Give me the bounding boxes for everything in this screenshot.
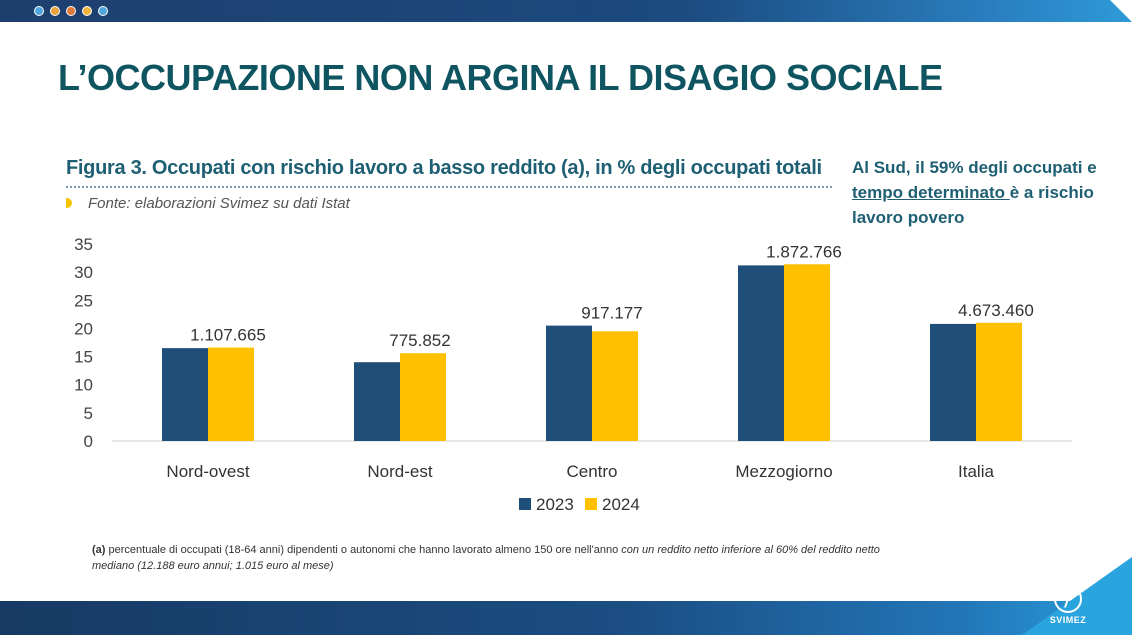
y-tick-label: 10 <box>74 376 93 395</box>
footnote-marker: (a) <box>92 544 106 556</box>
data-label: 917.177 <box>581 304 642 323</box>
dot-icon <box>66 6 76 16</box>
bar-2023-nord-est <box>354 362 400 441</box>
y-tick-label: 0 <box>84 432 93 451</box>
footnote: (a) percentuale di occupati (18-64 anni)… <box>92 542 912 574</box>
bar-2023-mezzogiorno <box>738 265 784 441</box>
bottom-bar <box>0 601 1132 635</box>
x-tick-label: Nord-ovest <box>166 462 249 481</box>
top-bar <box>0 0 1132 22</box>
bar-2023-italia <box>930 323 976 441</box>
svimez-logo: SVIMEZ <box>1040 585 1096 625</box>
figure-title: Figura 3. Occupati con rischio lavoro a … <box>66 157 822 179</box>
callout-text: Al Sud, il 59% degli occupati e tempo de… <box>852 155 1102 230</box>
callout-part2: è a rischio lavoro povero <box>852 183 1094 227</box>
callout-underlined: tempo determinato <box>852 183 1010 202</box>
data-label: 1.872.766 <box>766 242 842 261</box>
figure-source: Fonte: elaborazioni Svimez su dati Istat <box>88 195 350 212</box>
dot-icon <box>50 6 60 16</box>
source-marker-icon <box>66 198 72 208</box>
data-label: 4.673.460 <box>958 301 1034 320</box>
title-divider <box>66 186 832 188</box>
window-dots <box>34 6 108 16</box>
y-tick-label: 20 <box>74 319 93 338</box>
bar-2023-nord-ovest <box>162 348 208 441</box>
callout-part1: Al Sud, il 59% degli occupati e <box>852 158 1097 177</box>
legend-label: 2023 <box>536 495 574 514</box>
bar-2024-mezzogiorno <box>784 264 830 441</box>
y-tick-label: 25 <box>74 291 93 310</box>
data-label: 1.107.665 <box>190 326 266 345</box>
dot-icon <box>98 6 108 16</box>
dot-icon <box>34 6 44 16</box>
footnote-italic: con un reddito netto inferiore al 60% de… <box>92 544 880 572</box>
x-tick-label: Mezzogiorno <box>735 462 832 481</box>
legend-swatch-2023 <box>519 498 531 510</box>
bar-2024-nord-est <box>400 353 446 441</box>
logo-label: SVIMEZ <box>1049 615 1087 625</box>
x-tick-label: Centro <box>566 462 617 481</box>
top-bar-corner <box>1110 0 1132 22</box>
y-tick-label: 35 <box>74 235 93 254</box>
data-label: 775.852 <box>389 331 450 350</box>
legend-label: 2024 <box>602 495 640 514</box>
compass-icon <box>1054 585 1082 613</box>
y-tick-label: 5 <box>84 404 93 423</box>
bar-2024-nord-ovest <box>208 347 254 441</box>
bar-2024-italia <box>976 322 1022 441</box>
footnote-text: percentuale di occupati (18-64 anni) dip… <box>105 544 622 556</box>
bar-chart: 0 5 10 15 20 25 30 35 1.107.665 Nord-ovest 775.852… <box>74 235 1072 514</box>
y-tick-label: 15 <box>74 348 93 367</box>
y-tick-label: 30 <box>74 263 93 282</box>
bar-2024-centro <box>592 331 638 441</box>
page-title: L’OCCUPAZIONE NON ARGINA IL DISAGIO SOCI… <box>58 57 943 98</box>
bar-2023-centro <box>546 325 592 441</box>
x-tick-label: Nord-est <box>367 462 432 481</box>
x-tick-label: Italia <box>958 462 994 481</box>
dot-icon <box>82 6 92 16</box>
legend-swatch-2024 <box>585 498 597 510</box>
